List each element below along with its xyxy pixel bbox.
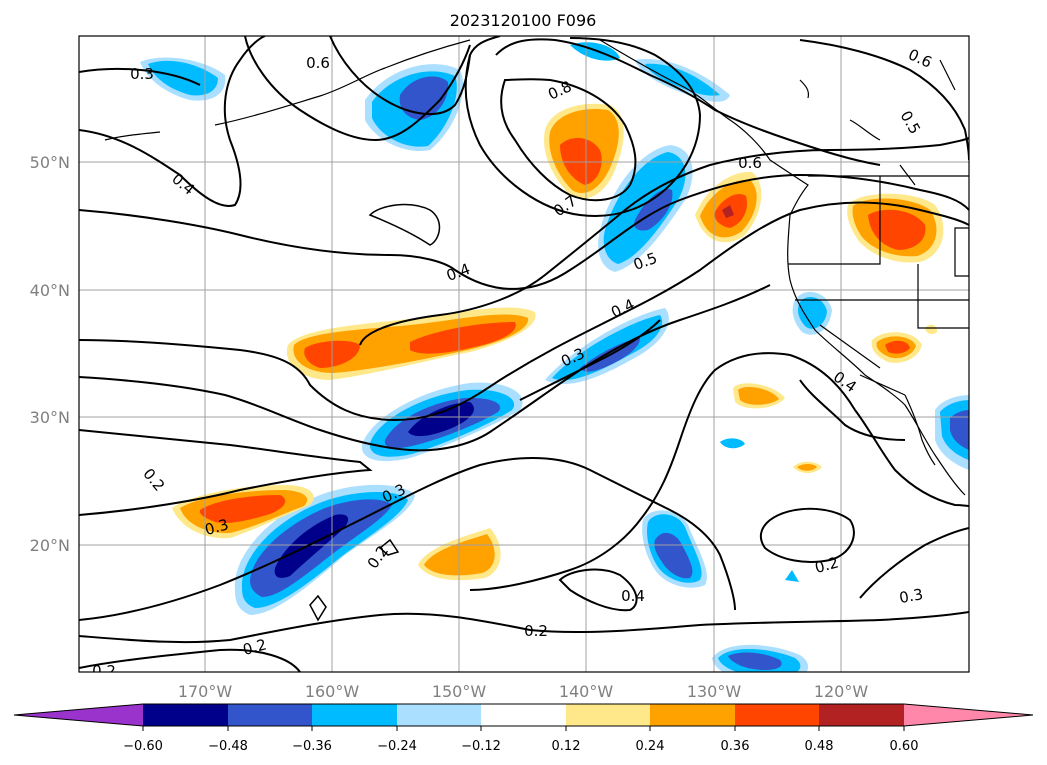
- colorbar-segment: [312, 704, 397, 726]
- colorbar-segment: [481, 704, 566, 726]
- negative-anomaly-small: [720, 438, 799, 582]
- colorbar-tick-label: −0.60: [123, 739, 163, 754]
- lon-label: 160°W: [305, 682, 360, 701]
- colorbar-extend-high: [904, 704, 1033, 726]
- colorbar-tick-label: 0.48: [805, 739, 834, 754]
- contour-label: 0.2: [524, 622, 548, 640]
- lat-label: 30°N: [30, 408, 70, 427]
- colorbar-tick-label: −0.24: [377, 739, 417, 754]
- colorbar-tick-label: 0.24: [636, 739, 665, 754]
- negative-anomaly-south: [712, 644, 809, 672]
- negative-anomaly-20n-east: [642, 510, 707, 588]
- lat-label: 50°N: [30, 153, 70, 172]
- positive-anomaly-small: [733, 324, 938, 473]
- colorbar-tick-label: −0.36: [292, 739, 332, 754]
- contour-label: 0.6: [306, 54, 330, 72]
- colorbar-tick-label: 0.36: [721, 739, 750, 754]
- positive-anomaly-ridge-north: [544, 103, 624, 199]
- colorbar-extend-low: [14, 704, 143, 726]
- contour-label: 0.6: [738, 154, 762, 172]
- contour-lines: [79, 36, 969, 672]
- colorbar-segment: [397, 704, 481, 726]
- lon-label: 130°W: [687, 682, 742, 701]
- colorbar-tick-label: −0.12: [461, 739, 501, 754]
- positive-anomaly-35n: [286, 307, 536, 380]
- contour-label: 0.3: [203, 515, 231, 539]
- longitude-labels: 170°W 160°W 150°W 140°W 130°W 120°W: [178, 682, 869, 701]
- contour-label: 0.2: [813, 553, 841, 577]
- lon-label: 140°W: [559, 682, 614, 701]
- colorbar-segment: [566, 704, 650, 726]
- latitude-labels: 50°N 40°N 30°N 20°N: [30, 153, 70, 555]
- contour-label: 0.2: [92, 662, 116, 680]
- islands: [309, 203, 441, 622]
- contour-label: 0.3: [130, 65, 154, 83]
- shaded-fields: [140, 42, 969, 672]
- negative-anomaly-pacific-north: [365, 64, 464, 151]
- plot-area: 0.3 0.6 0.4 0.8 0.7 0.4 0.5 0.6 0.6 0.5 …: [79, 36, 969, 680]
- negative-anomaly-30n: [361, 382, 523, 462]
- colorbar-tick-label: −0.48: [208, 739, 248, 754]
- colorbar-tick-label: 0.12: [552, 739, 581, 754]
- lon-label: 150°W: [432, 682, 487, 701]
- contour-label: 0.2: [241, 635, 269, 659]
- lat-label: 40°N: [30, 281, 70, 300]
- colorbar-segment: [735, 704, 819, 726]
- lon-label: 120°W: [814, 682, 869, 701]
- colorbar-segment: [650, 704, 735, 726]
- colorbar-segment: [819, 704, 904, 726]
- colorbar-ticks: [142, 726, 905, 731]
- colorbar-segment: [228, 704, 312, 726]
- colorbar-segment: [143, 704, 228, 726]
- colorbar: −0.60 −0.48 −0.36 −0.24 −0.12 0.12 0.24 …: [13, 703, 1034, 754]
- lon-label: 170°W: [178, 682, 233, 701]
- contour-label: 0.4: [621, 587, 645, 605]
- positive-anomaly-baja: [871, 332, 922, 363]
- lat-label: 20°N: [30, 536, 70, 555]
- positive-anomaly-great-basin: [847, 193, 944, 263]
- colorbar-tick-label: 0.60: [890, 739, 919, 754]
- map-title: 2023120100 F096: [450, 11, 597, 30]
- contour-label: 0.3: [898, 585, 925, 607]
- negative-anomaly-mexico: [935, 395, 969, 470]
- negative-anomaly-california: [792, 291, 832, 335]
- negative-anomaly-central-diagonal: [598, 145, 693, 272]
- plot-frame: [78, 35, 970, 673]
